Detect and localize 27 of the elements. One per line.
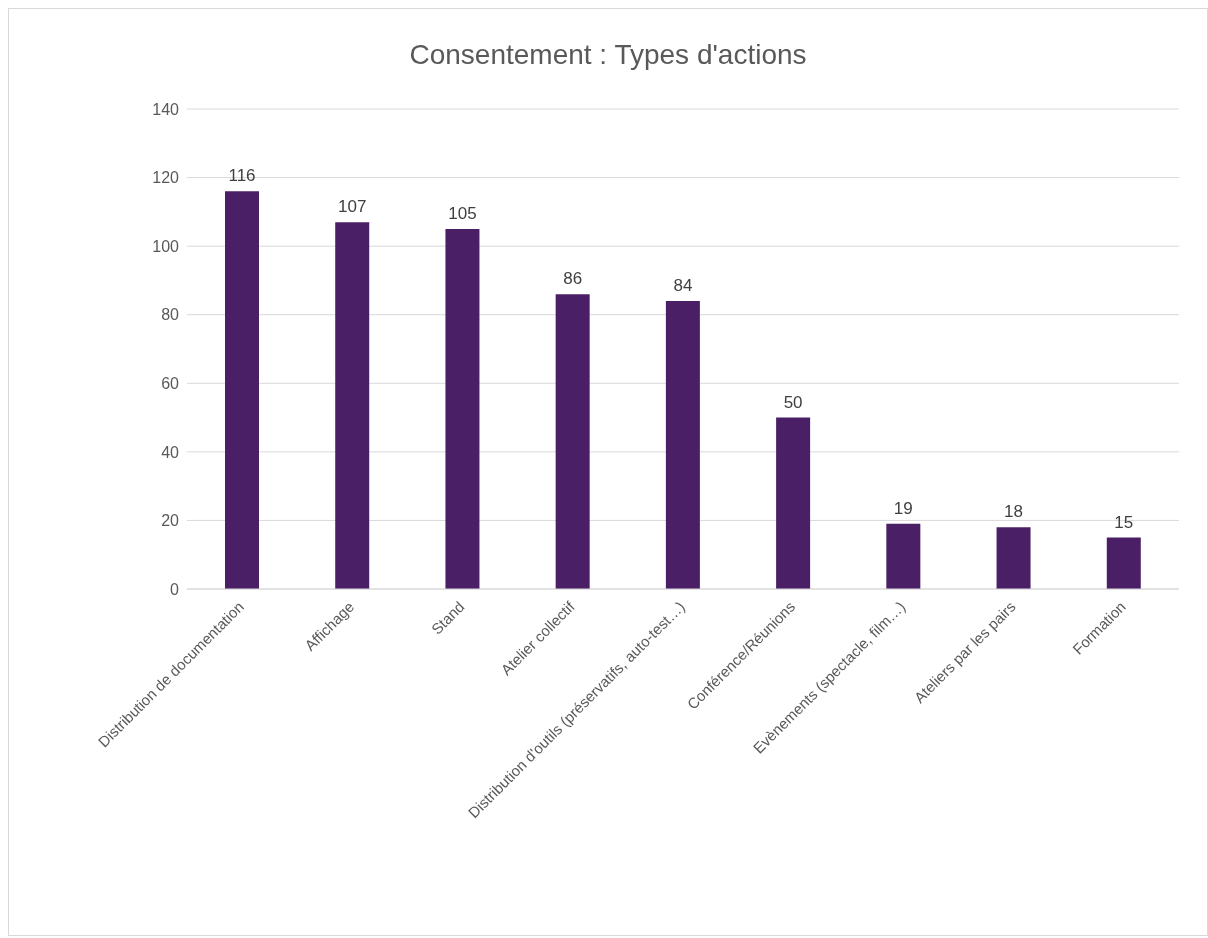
data-label: 18 [1004,502,1024,522]
y-tick-label: 120 [152,169,180,187]
data-label: 107 [338,197,367,217]
data-label: 15 [1114,512,1134,532]
bar [776,417,811,589]
data-label: 105 [448,204,477,223]
y-tick-label: 40 [161,443,180,461]
bar [445,229,480,589]
bar [225,191,259,589]
y-tick-label: 0 [170,580,180,598]
bar [555,294,590,589]
y-tick-label: 140 [152,100,180,118]
bar [665,301,700,589]
bar [335,222,370,589]
y-tick-label: 80 [161,306,180,324]
y-tick-label: 60 [161,374,180,392]
bar [886,523,921,589]
data-label: 50 [783,392,803,412]
bar [996,527,1031,589]
y-tick-label: 100 [152,237,180,255]
data-label: 86 [563,269,583,289]
data-label: 116 [228,166,256,186]
chart-title: Consentement : Types d'actions [408,39,808,71]
data-label: 84 [673,276,693,295]
y-tick-label: 20 [161,512,180,530]
bar [1106,537,1141,589]
data-label: 19 [893,498,913,518]
